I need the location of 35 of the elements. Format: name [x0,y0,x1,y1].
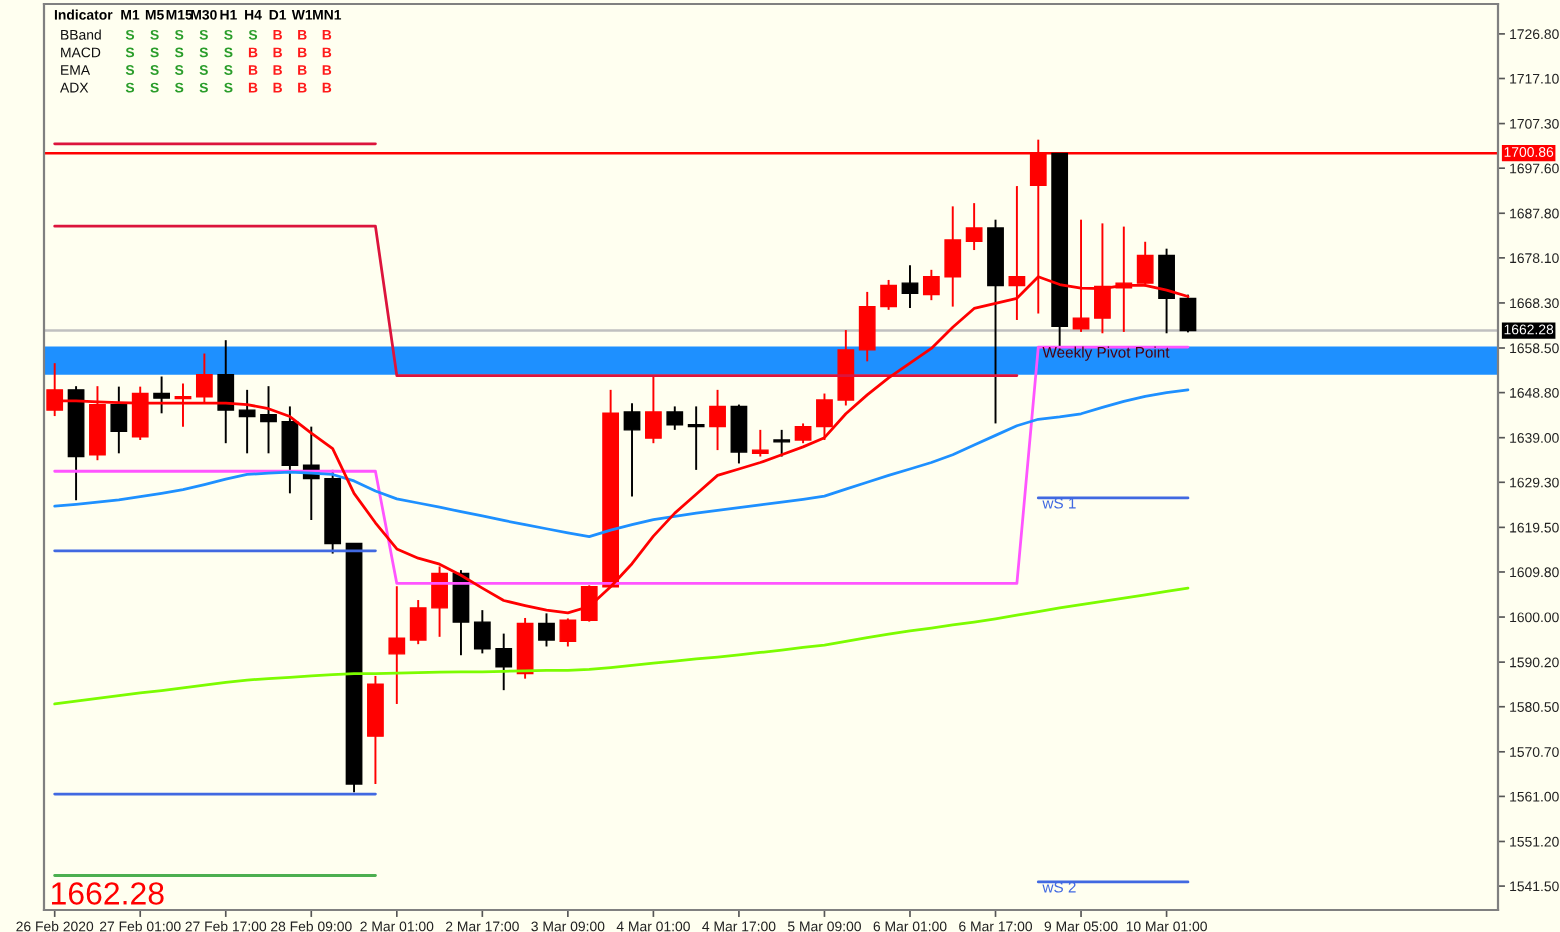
line-series [53,586,1190,706]
candlestick [623,402,641,498]
candlestick [217,339,235,445]
candlestick [794,422,812,445]
candlestick [110,385,128,455]
candlestick [238,388,256,455]
candlestick [922,268,940,302]
candlestick [666,405,684,431]
candlestick [131,385,149,441]
candlestick [816,392,833,441]
line-series [53,388,1190,538]
candlestick [901,264,919,309]
candlestick [388,585,406,705]
candlestick [473,609,491,655]
candlestick [880,278,897,311]
candlestick [260,385,277,455]
candlestick [495,632,513,692]
candlestick [709,388,726,452]
candlestick [773,428,791,458]
candlestick [153,375,170,415]
candlestick [751,428,769,458]
candlestick [730,403,748,465]
candlestick [965,202,983,252]
candlestick [687,405,705,471]
candlestick [195,352,213,405]
candlestick [281,405,299,495]
annotation: 1662.28 [51,882,164,905]
candlestick [538,612,555,648]
candlestick [409,599,427,646]
candlestick [1158,247,1175,335]
candlestick [559,617,577,648]
candlestick [944,205,962,308]
candlestick [645,375,662,445]
candlestick [174,382,192,428]
candlestick [858,290,876,363]
